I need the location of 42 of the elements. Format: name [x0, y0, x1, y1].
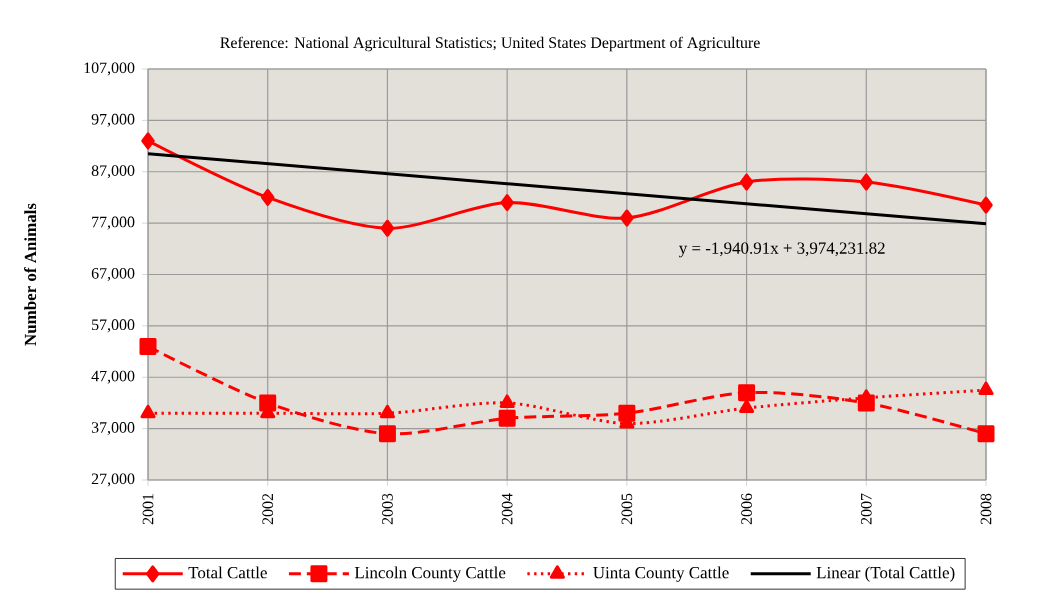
point	[739, 173, 754, 191]
point	[620, 209, 634, 227]
y-tick-label: 107,000	[84, 62, 135, 76]
y-tick-label: 27,000	[91, 473, 135, 487]
x-tick-label: 2001	[142, 494, 154, 525]
point	[978, 381, 994, 396]
legend-label: Uinta County Cattle	[593, 566, 729, 582]
x-tick-label: 2006	[741, 493, 752, 525]
chart-title: Reference: National Agricultural Statistics; United States Department of Agriculture	[220, 36, 760, 52]
y-tick-label: 57,000	[92, 319, 135, 333]
point	[380, 219, 395, 237]
y-tick-label: 37,000	[91, 422, 135, 436]
x-tick-label: 2002	[262, 493, 274, 525]
annotation: y = -1,940.91x + 3,974,231.82	[679, 242, 885, 258]
point	[979, 196, 993, 214]
y-tick-label: 47,000	[91, 370, 135, 384]
point	[378, 425, 396, 443]
point	[379, 404, 395, 419]
legend-label: Lincoln County Cattle	[354, 566, 506, 582]
y-tick-label: 67,000	[91, 267, 135, 282]
legend-label: Linear (Total Cattle)	[816, 566, 955, 582]
y-axis-title: Number of Animals	[24, 203, 37, 346]
point	[499, 394, 515, 408]
point	[260, 188, 275, 206]
point	[859, 173, 874, 191]
x-tick-label: 2008	[980, 493, 992, 525]
y-tick-label: 87,000	[91, 165, 135, 179]
point	[141, 132, 155, 150]
point	[500, 194, 514, 212]
y-tick-label: 97,000	[91, 113, 135, 127]
point	[139, 337, 157, 355]
x-tick-label: 2003	[382, 493, 393, 525]
x-tick-label: 2004	[501, 493, 513, 525]
point	[498, 409, 516, 427]
point	[739, 399, 755, 414]
y-tick-label: 77,000	[92, 216, 135, 230]
x-tick-label: 2005	[621, 493, 633, 525]
point	[977, 425, 995, 443]
point	[140, 404, 156, 419]
x-tick-label: 2007	[860, 493, 872, 525]
legend-label: Total Cattle	[188, 566, 267, 579]
point	[738, 384, 756, 402]
